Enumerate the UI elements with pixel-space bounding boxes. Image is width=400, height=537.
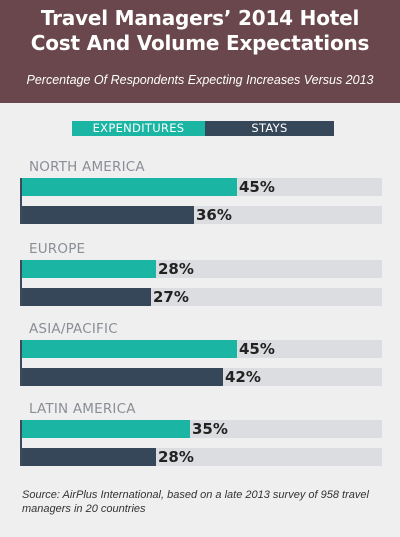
group-axis-line [20,178,22,224]
bar-expenditures [22,340,237,358]
bar-value-label: 28% [158,260,194,278]
bar-value-label: 42% [225,368,261,386]
bar-track: 36% [22,206,382,224]
bar-track: 45% [22,340,382,358]
chart-title-line-1: Travel Managers’ 2014 Hotel [40,6,360,30]
bar-expenditures [22,420,190,438]
bar-track: 45% [22,178,382,196]
legend-stays: STAYS [205,121,334,136]
region-label: EUROPE [29,241,86,257]
group-axis-line [20,420,22,466]
legend-expenditures: EXPENDITURES [72,121,205,136]
bar-stays [22,288,151,306]
region-label: NORTH AMERICA [29,159,145,175]
bar-value-label: 35% [192,420,228,438]
bar-stays [22,448,156,466]
chart-title: Travel Managers’ 2014 Hotel Cost And Vol… [0,6,400,56]
region-label: ASIA/PACIFIC [29,321,118,337]
bar-stays [22,368,223,386]
bar-stays [22,206,194,224]
chart-title-line-2: Cost And Volume Expectations [30,31,370,55]
bar-value-label: 45% [239,178,275,196]
chart-subtitle: Percentage Of Respondents Expecting Incr… [26,73,374,87]
bar-value-label: 45% [239,340,275,358]
header-banner: Travel Managers’ 2014 Hotel Cost And Vol… [0,0,400,103]
bar-track: 28% [22,260,382,278]
region-label: LATIN AMERICA [29,401,136,417]
bar-track: 28% [22,448,382,466]
bar-value-label: 36% [196,206,232,224]
bar-track: 35% [22,420,382,438]
bar-track: 27% [22,288,382,306]
bar-value-label: 27% [153,288,189,306]
bar-expenditures [22,260,156,278]
bar-track: 42% [22,368,382,386]
group-axis-line [20,340,22,386]
group-axis-line [20,260,22,306]
bar-value-label: 28% [158,448,194,466]
source-note: Source: AirPlus International, based on … [22,489,369,515]
bar-expenditures [22,178,237,196]
